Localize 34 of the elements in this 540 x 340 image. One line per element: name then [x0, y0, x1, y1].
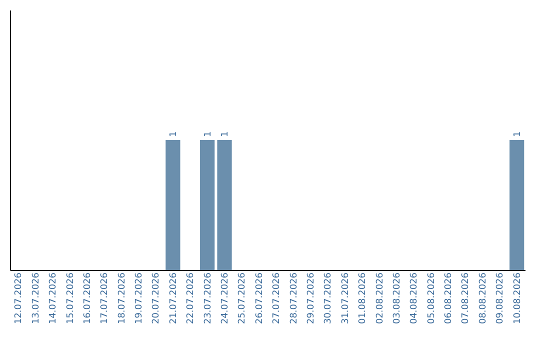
x-tick-label: 10.08.2026 [512, 272, 523, 324]
x-tick-label: 24.07.2026 [220, 272, 231, 324]
x-tick-label: 09.08.2026 [496, 272, 506, 324]
x-tick-label: 02.08.2026 [375, 272, 386, 324]
x-tick-label: 29.07.2026 [306, 272, 316, 324]
x-tick-label: 31.07.2026 [340, 272, 351, 324]
x-tick-label: 13.07.2026 [31, 272, 42, 324]
data-label: 1 [203, 131, 214, 137]
x-tick-label: 17.07.2026 [100, 272, 110, 324]
x-tick-label: 16.07.2026 [82, 272, 93, 324]
x-tick-label: 03.08.2026 [392, 272, 402, 324]
x-tick-label: 25.07.2026 [238, 272, 248, 324]
x-tick-label: 30.07.2026 [324, 272, 334, 324]
x-tick-label: 15.07.2026 [66, 272, 76, 324]
x-tick-label: 04.08.2026 [410, 272, 420, 324]
data-label: 1 [168, 131, 179, 137]
x-tick-label: 28.07.2026 [289, 272, 300, 324]
x-tick-label: 14.07.2026 [48, 272, 59, 324]
data-label: 1 [512, 131, 523, 137]
x-tick-label: 18.07.2026 [117, 272, 128, 324]
x-tick-label: 07.08.2026 [461, 272, 472, 324]
x-tick-label: 19.07.2026 [134, 272, 145, 324]
data-label: 1 [220, 131, 231, 137]
x-tick-label: 01.08.2026 [358, 272, 368, 324]
x-tick-label: 06.08.2026 [444, 272, 454, 324]
x-tick-label: 21.07.2026 [168, 272, 179, 324]
x-tick-label: 22.07.2026 [186, 272, 196, 324]
x-tick-label: 26.07.2026 [254, 272, 265, 324]
x-tick-label: 23.07.2026 [203, 272, 214, 324]
x-tick-label: 20.07.2026 [152, 272, 162, 324]
x-tick-label: 08.08.2026 [478, 272, 488, 324]
x-tick-label: 27.07.2026 [272, 272, 282, 324]
x-tick-label: 12.07.2026 [14, 272, 24, 324]
x-tick-label: 05.08.2026 [426, 272, 437, 324]
